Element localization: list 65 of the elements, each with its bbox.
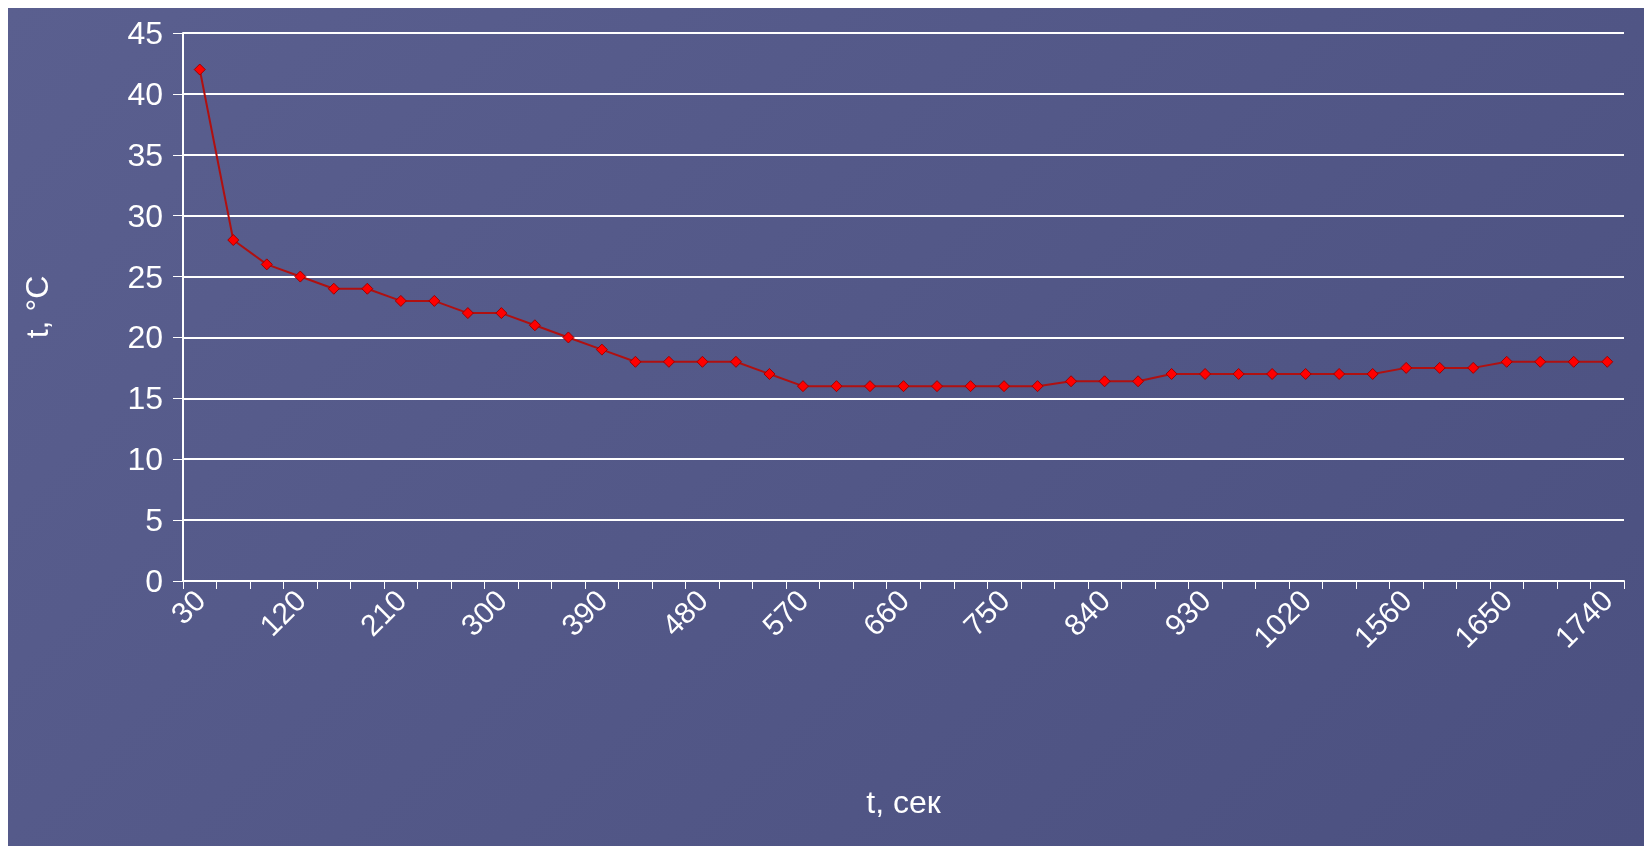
point bbox=[1266, 367, 1279, 380]
y-tick-label: 10 bbox=[127, 441, 163, 478]
x-tick-label: 570 bbox=[755, 583, 815, 643]
y-tick-label: 5 bbox=[145, 502, 163, 539]
point bbox=[1199, 367, 1212, 380]
point bbox=[897, 380, 910, 393]
point bbox=[1500, 355, 1513, 368]
point bbox=[1366, 367, 1379, 380]
x-tick-label: 120 bbox=[253, 583, 312, 643]
x-tick-label: 300 bbox=[454, 583, 514, 643]
point bbox=[1299, 367, 1312, 380]
point bbox=[193, 63, 206, 76]
y-tick-label: 30 bbox=[127, 197, 163, 234]
y-tick-label: 0 bbox=[145, 563, 163, 599]
point bbox=[662, 355, 675, 368]
point bbox=[1098, 375, 1111, 388]
point bbox=[931, 380, 944, 393]
point bbox=[394, 294, 407, 307]
point bbox=[1433, 361, 1446, 374]
x-axis-title: t, сек bbox=[866, 784, 942, 820]
point bbox=[562, 331, 575, 344]
y-tick-label: 25 bbox=[127, 258, 163, 295]
point bbox=[327, 282, 340, 295]
point bbox=[428, 294, 441, 307]
point bbox=[629, 355, 642, 368]
x-tick-label: 930 bbox=[1158, 583, 1217, 643]
point bbox=[696, 355, 709, 368]
point bbox=[729, 355, 742, 368]
point bbox=[294, 270, 307, 283]
point bbox=[863, 380, 876, 393]
point bbox=[1132, 375, 1145, 388]
x-tick-label: 390 bbox=[554, 583, 614, 643]
point bbox=[361, 282, 374, 295]
x-tick-label: 840 bbox=[1057, 583, 1117, 643]
point bbox=[495, 307, 508, 320]
point bbox=[1601, 355, 1614, 368]
x-tick-label: 210 bbox=[353, 583, 413, 643]
point bbox=[763, 367, 776, 380]
y-tick-label: 15 bbox=[127, 380, 163, 417]
y-tick-label: 45 bbox=[127, 15, 163, 51]
point bbox=[830, 380, 843, 393]
point bbox=[1333, 367, 1346, 380]
y-tick-label: 35 bbox=[127, 136, 163, 173]
point bbox=[260, 258, 273, 271]
point bbox=[595, 343, 608, 356]
point bbox=[1567, 355, 1580, 368]
point bbox=[528, 319, 541, 332]
point bbox=[1534, 355, 1547, 368]
point bbox=[998, 380, 1011, 393]
point bbox=[796, 380, 809, 393]
point bbox=[1031, 380, 1044, 393]
x-tick-label: 750 bbox=[956, 583, 1016, 643]
point bbox=[1065, 375, 1078, 388]
point bbox=[964, 380, 977, 393]
point bbox=[1165, 367, 1178, 380]
point bbox=[1467, 361, 1480, 374]
point bbox=[227, 234, 240, 247]
y-tick-label: 40 bbox=[127, 75, 163, 112]
point bbox=[1232, 367, 1245, 380]
x-tick-label: 660 bbox=[856, 583, 916, 643]
point bbox=[461, 307, 474, 320]
y-tick-label: 20 bbox=[127, 319, 163, 356]
x-tick-label: 480 bbox=[655, 583, 715, 643]
point bbox=[1400, 361, 1413, 374]
y-axis-title: t, °C bbox=[19, 275, 55, 339]
